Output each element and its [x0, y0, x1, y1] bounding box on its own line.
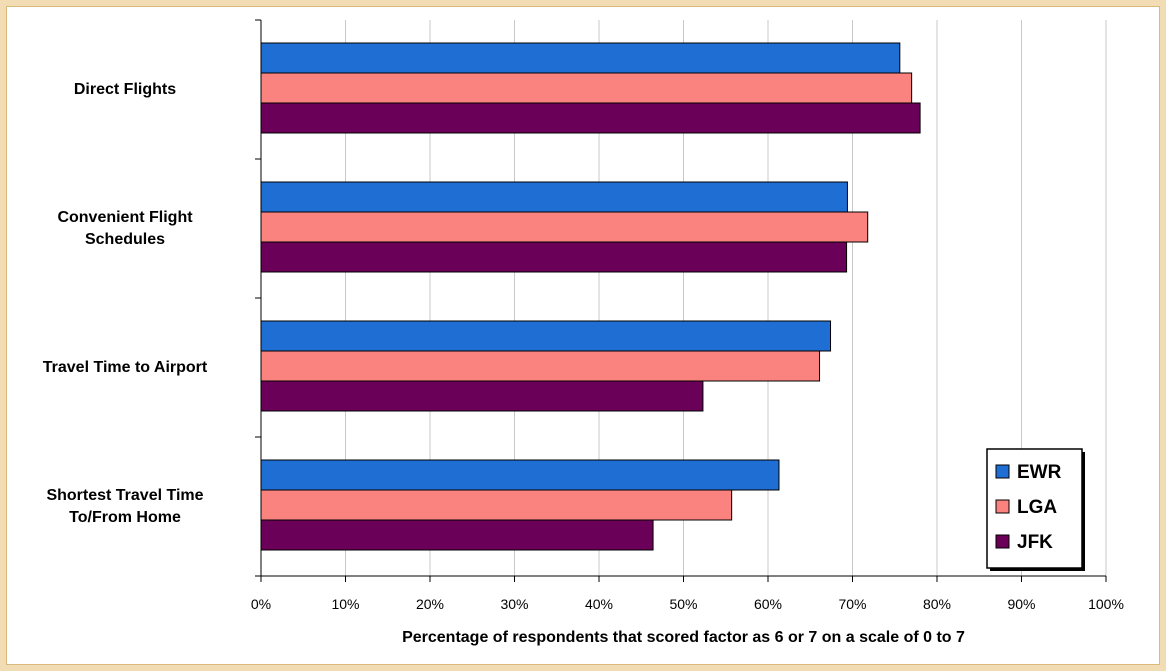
bar-ewr [260, 42, 901, 74]
bar-ewr [260, 181, 848, 213]
category-label: Convenient Flight Schedules [57, 209, 193, 248]
x-tick-labels: 0% 10% 20% 30% 40% 50% 60% 70% 80% 90% 100% [251, 596, 1124, 612]
bar-jfk [260, 241, 848, 273]
x-tick-label: 10% [331, 596, 359, 612]
x-tick-label: 40% [585, 596, 613, 612]
bar-jfk [260, 102, 921, 134]
x-tick-label: 80% [923, 596, 951, 612]
bar-jfk [260, 519, 654, 551]
bar-jfk [260, 380, 704, 412]
x-tick-label: 100% [1088, 596, 1124, 612]
bar-lga [260, 350, 821, 382]
bars [260, 42, 921, 551]
x-tick-label: 70% [838, 596, 866, 612]
category-labels: Direct Flights Convenient Flight Schedules… [43, 81, 208, 526]
legend-swatch-ewr [995, 464, 1010, 479]
bar-lga [260, 72, 913, 104]
legend-swatch-lga [995, 499, 1010, 514]
x-tick-label: 0% [251, 596, 271, 612]
bar-ewr [260, 459, 780, 491]
x-tick-label: 60% [754, 596, 782, 612]
bar-ewr [260, 320, 832, 352]
x-tick-label: 50% [669, 596, 697, 612]
bar-lga [260, 489, 733, 521]
category-label: Shortest Travel Time To/From Home [46, 487, 203, 526]
legend-label-jfk: JFK [1017, 532, 1053, 553]
legend-label-lga: LGA [1017, 497, 1057, 518]
legend: EWR LGA JFK [986, 448, 1085, 571]
x-tick-label: 90% [1007, 596, 1035, 612]
axes [255, 19, 1107, 582]
x-axis-title: Percentage of respondents that scored fa… [402, 629, 965, 646]
x-tick-label: 30% [500, 596, 528, 612]
x-tick-label: 20% [416, 596, 444, 612]
legend-swatch-jfk [995, 534, 1010, 549]
bar-lga [260, 211, 869, 243]
category-label: Travel Time to Airport [43, 359, 208, 376]
category-label: Direct Flights [74, 81, 176, 98]
legend-label-ewr: EWR [1017, 462, 1062, 483]
